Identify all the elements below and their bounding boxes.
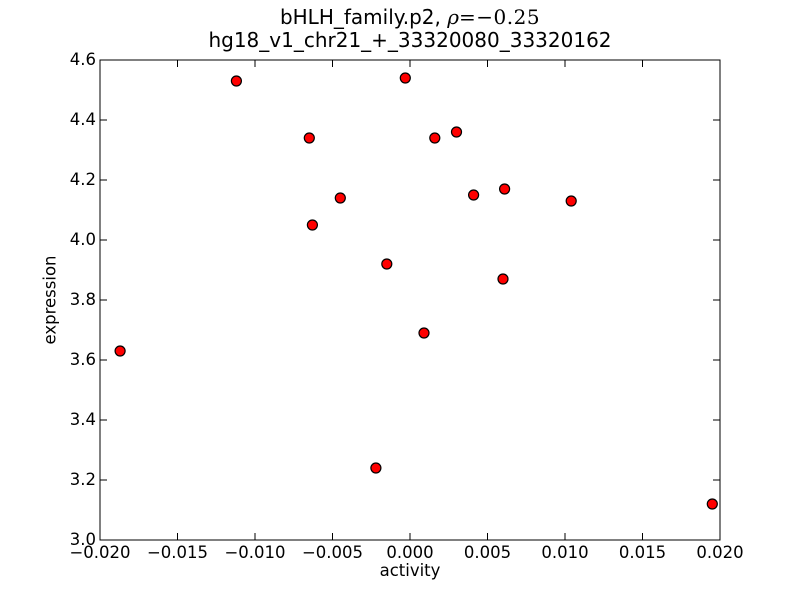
x-tick-label: 0.005: [463, 543, 512, 562]
data-point: [706, 498, 718, 510]
plot-frame: [99, 59, 721, 541]
x-tick-label: 0.015: [618, 543, 667, 562]
data-point: [381, 258, 393, 270]
y-tick-label: 3.4: [69, 410, 96, 429]
y-tick-label: 4.4: [69, 110, 96, 129]
data-point: [429, 132, 441, 144]
x-tick-label: −0.015: [146, 543, 209, 562]
y-tick-label: 3.8: [69, 290, 96, 309]
x-tick-label: 0.020: [696, 543, 744, 562]
chart-title: bHLH_family.p2, ρ=−0.25 hg18_v1_chr21_+_…: [100, 6, 720, 52]
data-point: [497, 273, 509, 285]
x-axis-label: activity: [379, 561, 441, 580]
y-tick-label: 4.6: [69, 50, 96, 69]
x-tick-label: −0.005: [301, 543, 364, 562]
chart-title-line2: hg18_v1_chr21_+_33320080_33320162: [208, 28, 612, 52]
data-point: [468, 189, 480, 201]
data-point: [230, 75, 242, 87]
data-point: [450, 126, 463, 138]
y-tick-label: 4.2: [69, 170, 96, 189]
data-point: [114, 345, 126, 357]
x-tick-label: −0.010: [224, 543, 286, 562]
data-point: [303, 132, 315, 144]
x-tick-label: 0.010: [541, 543, 589, 562]
chart-title-line1: bHLH_family.p2, ρ=−0.25: [100, 6, 720, 29]
data-point: [565, 195, 577, 207]
x-tick-label: 0.000: [386, 543, 434, 562]
data-point: [399, 72, 411, 84]
data-point: [306, 219, 318, 231]
y-tick-label: 3.0: [69, 530, 96, 549]
title-text-prefix: bHLH_family.p2,: [279, 5, 448, 29]
data-point: [370, 462, 382, 474]
y-tick-label: 3.2: [69, 470, 96, 489]
y-tick-label: 3.6: [69, 350, 96, 369]
data-point: [334, 192, 346, 204]
data-point: [418, 327, 430, 339]
data-point: [499, 183, 511, 195]
rho-symbol: ρ: [447, 5, 459, 29]
rho-value: =−0.25: [459, 5, 541, 29]
y-tick-label: 4.0: [69, 230, 96, 249]
x-tick-label: −0.020: [69, 543, 131, 562]
